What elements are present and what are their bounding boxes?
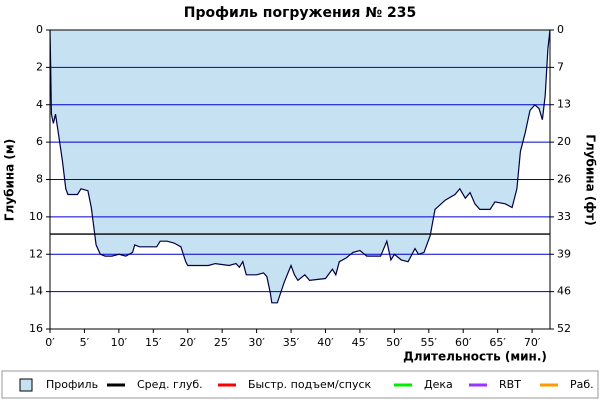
x-tick-label: 10′ bbox=[111, 336, 128, 349]
x-tick-label: 5′ bbox=[80, 336, 90, 349]
legend-swatch bbox=[19, 378, 33, 392]
legend-label: Раб. bbox=[570, 378, 594, 391]
x-tick-label: 60′ bbox=[455, 336, 472, 349]
x-tick-label: 40′ bbox=[317, 336, 334, 349]
x-tick-label: 50′ bbox=[386, 336, 403, 349]
y2-tick-label: 33 bbox=[557, 210, 571, 223]
x-axis-label: Длительность (мин.) bbox=[403, 350, 547, 364]
x-tick-label: 55′ bbox=[421, 336, 438, 349]
legend-label: Быстр. подъем/спуск bbox=[248, 378, 372, 391]
legend-label: Сред. глуб. bbox=[137, 378, 203, 391]
profile-area bbox=[50, 30, 550, 303]
profile-line bbox=[49, 29, 551, 304]
y-tick-label: 4 bbox=[36, 98, 43, 111]
y-tick-label: 0 bbox=[36, 23, 43, 36]
legend-label: Дека bbox=[424, 378, 453, 391]
y2-tick-label: 52 bbox=[557, 322, 571, 335]
legend-box bbox=[1, 370, 599, 399]
y2-tick-label: 46 bbox=[557, 285, 571, 298]
y-tick-label: 14 bbox=[29, 285, 43, 298]
y-axis-label: Глубина (м) bbox=[3, 139, 17, 221]
chart-title: Профиль погружения № 235 bbox=[184, 5, 417, 21]
y2-tick-label: 20 bbox=[557, 135, 571, 148]
x-tick-label: 20′ bbox=[179, 336, 196, 349]
x-tick-label: 25′ bbox=[214, 336, 231, 349]
x-tick-label: 35′ bbox=[283, 336, 300, 349]
y2-tick-label: 26 bbox=[557, 173, 571, 186]
y2-axis-label: Глубина (фт) bbox=[584, 134, 598, 225]
y2-tick-label: 7 bbox=[557, 60, 564, 73]
legend-label: Профиль bbox=[46, 378, 98, 391]
y-tick-label: 8 bbox=[36, 173, 43, 186]
x-tick-label: 0′ bbox=[45, 336, 55, 349]
y-tick-label: 10 bbox=[29, 210, 43, 223]
y-tick-label: 6 bbox=[36, 135, 43, 148]
y2-tick-label: 0 bbox=[557, 23, 564, 36]
y2-tick-label: 13 bbox=[557, 98, 571, 111]
x-tick-label: 65′ bbox=[489, 336, 506, 349]
x-tick-label: 70′ bbox=[524, 336, 541, 349]
y2-tick-label: 39 bbox=[557, 247, 571, 260]
y-tick-label: 2 bbox=[36, 60, 43, 73]
x-tick-label: 30′ bbox=[248, 336, 265, 349]
y-tick-label: 16 bbox=[29, 322, 43, 335]
y-tick-label: 12 bbox=[29, 247, 43, 260]
x-tick-label: 45′ bbox=[352, 336, 369, 349]
x-tick-label: 15′ bbox=[145, 336, 162, 349]
legend-label: RBT bbox=[499, 378, 521, 391]
